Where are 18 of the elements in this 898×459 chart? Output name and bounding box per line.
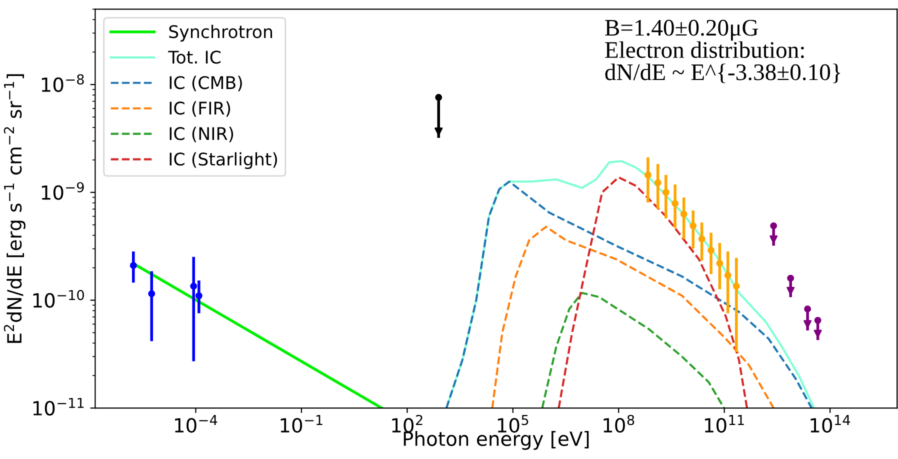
legend-label: Synchrotron [169, 24, 272, 42]
y-tick-label: 10$^{−8}$ [42, 74, 84, 92]
annotation: B=1.40±0.20μG Electron distribution: dN/dE ~ E^{-3.38±0.10} [605, 20, 840, 84]
legend-label: IC (Starlight) [170, 152, 277, 170]
x-tick-label: 10$^{11}$ [704, 415, 744, 433]
legend-label: IC (FIR) [170, 101, 230, 117]
text: E$^{2}$dN/dE [erg s$^{−1}$ cm$^{−2}$ sr$^{−1}$] [4, 74, 26, 343]
x-tick-label: 10$^{8}$ [604, 414, 634, 433]
x-tick-label: 10$^{−4}$ [175, 415, 218, 433]
y-tick-label: 10$^{−11}$ [33, 398, 84, 416]
y-tick-label: 10$^{−10}$ [33, 290, 84, 308]
y-tick-label: 10$^{−9}$ [42, 182, 84, 200]
legend-label: IC (CMB) [170, 76, 242, 92]
x-tick-label: 10$^{−1}$ [280, 415, 322, 433]
x-tick-label: 10$^{5}$ [498, 415, 528, 433]
x-tick-label: 10$^{14}$ [810, 415, 850, 433]
legend-label: IC (NIR) [170, 126, 234, 142]
legend-label: Tot. IC [168, 50, 221, 64]
